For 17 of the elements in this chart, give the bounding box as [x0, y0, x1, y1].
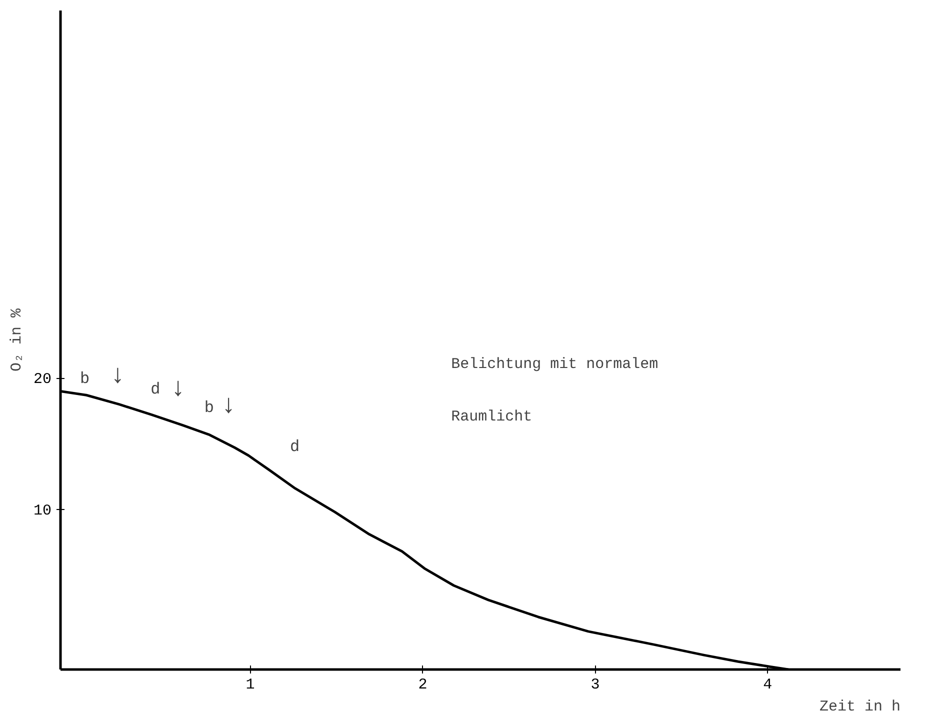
x-tick-label: 2 [418, 676, 428, 694]
x-tick-label: 4 [763, 676, 772, 694]
annotation: Belichtung mit normalem [451, 356, 658, 373]
annotation: ↓ [110, 360, 126, 391]
x-axis-title: Zeit in h [819, 698, 900, 716]
annotation: d [150, 380, 160, 399]
x-tick-label: 3 [590, 676, 600, 694]
y-tick-label: 20 [33, 371, 52, 388]
y-tick-label: 10 [33, 502, 52, 520]
y-axis-title: O₂ in % [8, 307, 26, 372]
annotation: Raumlicht [451, 408, 532, 426]
annotation: ↓ [170, 373, 186, 404]
annotation: b [80, 370, 90, 388]
annotation: b [204, 399, 214, 418]
annotation: d [290, 438, 300, 456]
annotation: ↓ [220, 390, 236, 420]
x-tick-label: 1 [246, 676, 255, 694]
